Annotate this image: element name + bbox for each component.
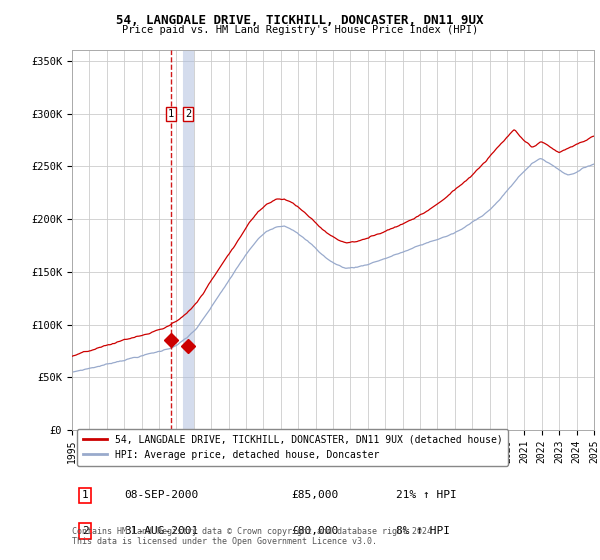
Text: 08-SEP-2000: 08-SEP-2000 <box>124 491 199 501</box>
Text: Contains HM Land Registry data © Crown copyright and database right 2024.
This d: Contains HM Land Registry data © Crown c… <box>72 526 437 546</box>
Legend: 54, LANGDALE DRIVE, TICKHILL, DONCASTER, DN11 9UX (detached house), HPI: Average: 54, LANGDALE DRIVE, TICKHILL, DONCASTER,… <box>77 429 508 465</box>
Text: 2: 2 <box>185 109 191 119</box>
Text: Price paid vs. HM Land Registry's House Price Index (HPI): Price paid vs. HM Land Registry's House … <box>122 25 478 35</box>
Text: 1: 1 <box>168 109 174 119</box>
Text: 2: 2 <box>82 526 88 536</box>
Text: 21% ↑ HPI: 21% ↑ HPI <box>395 491 457 501</box>
Text: £85,000: £85,000 <box>291 491 338 501</box>
Text: 1: 1 <box>82 491 88 501</box>
Text: £80,000: £80,000 <box>291 526 338 536</box>
Text: 31-AUG-2001: 31-AUG-2001 <box>124 526 199 536</box>
Text: 8% ↑ HPI: 8% ↑ HPI <box>395 526 449 536</box>
Text: 54, LANGDALE DRIVE, TICKHILL, DONCASTER, DN11 9UX: 54, LANGDALE DRIVE, TICKHILL, DONCASTER,… <box>116 14 484 27</box>
